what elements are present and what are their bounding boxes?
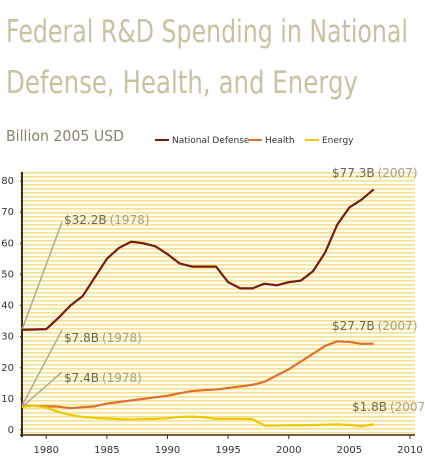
- annotation: $32.2B: [64, 213, 107, 227]
- x-tick-label: 2010: [397, 445, 422, 456]
- annotation: $27.7B: [332, 319, 375, 333]
- annotation-note: (2007): [378, 319, 418, 333]
- annotation-note: (2007): [378, 166, 418, 180]
- x-tick-label: 1985: [94, 445, 119, 456]
- series-line: [21, 404, 374, 428]
- y-tick-label: 20: [1, 363, 14, 374]
- annotation: $7.4B: [64, 371, 99, 385]
- y-tick-label: 0: [8, 425, 14, 436]
- leader-line: [21, 221, 63, 331]
- chart-subtitle: Billion 2005 USD: [6, 127, 124, 145]
- series-line: [21, 340, 374, 410]
- y-tick-label: 10: [1, 394, 14, 405]
- annotation-note: (1978): [110, 213, 150, 227]
- x-tick-label: 2005: [337, 445, 362, 456]
- y-tick-label: 80: [1, 176, 14, 187]
- annotation: $1.8B: [352, 400, 387, 414]
- annotation-note: (1978): [102, 371, 142, 385]
- annotation-note: (2007): [390, 400, 425, 414]
- y-tick-label: 50: [1, 269, 14, 280]
- chart-title: Defense, Health, and Energy: [6, 65, 358, 101]
- chart-title: Federal R&D Spending in National: [6, 14, 408, 50]
- annotation: $7.8B: [64, 331, 99, 345]
- leader-line: [21, 371, 63, 408]
- x-tick-label: 1990: [155, 445, 180, 456]
- legend-label: Health: [265, 136, 295, 146]
- y-tick-label: 30: [1, 332, 14, 343]
- y-tick-label: 70: [1, 207, 14, 218]
- annotation-note: (1978): [102, 331, 142, 345]
- y-tick-label: 60: [1, 238, 14, 249]
- leader-line: [21, 329, 63, 407]
- annotation: $77.3B: [332, 166, 375, 180]
- x-tick-label: 2000: [276, 445, 301, 456]
- legend-label: National Defense: [172, 136, 250, 146]
- series-line: [21, 188, 375, 331]
- plot-background: [20, 172, 415, 435]
- y-tick-label: 40: [1, 301, 14, 312]
- x-tick-label: 1980: [34, 445, 59, 456]
- legend-label: Energy: [322, 136, 354, 146]
- x-tick-label: 1995: [215, 445, 240, 456]
